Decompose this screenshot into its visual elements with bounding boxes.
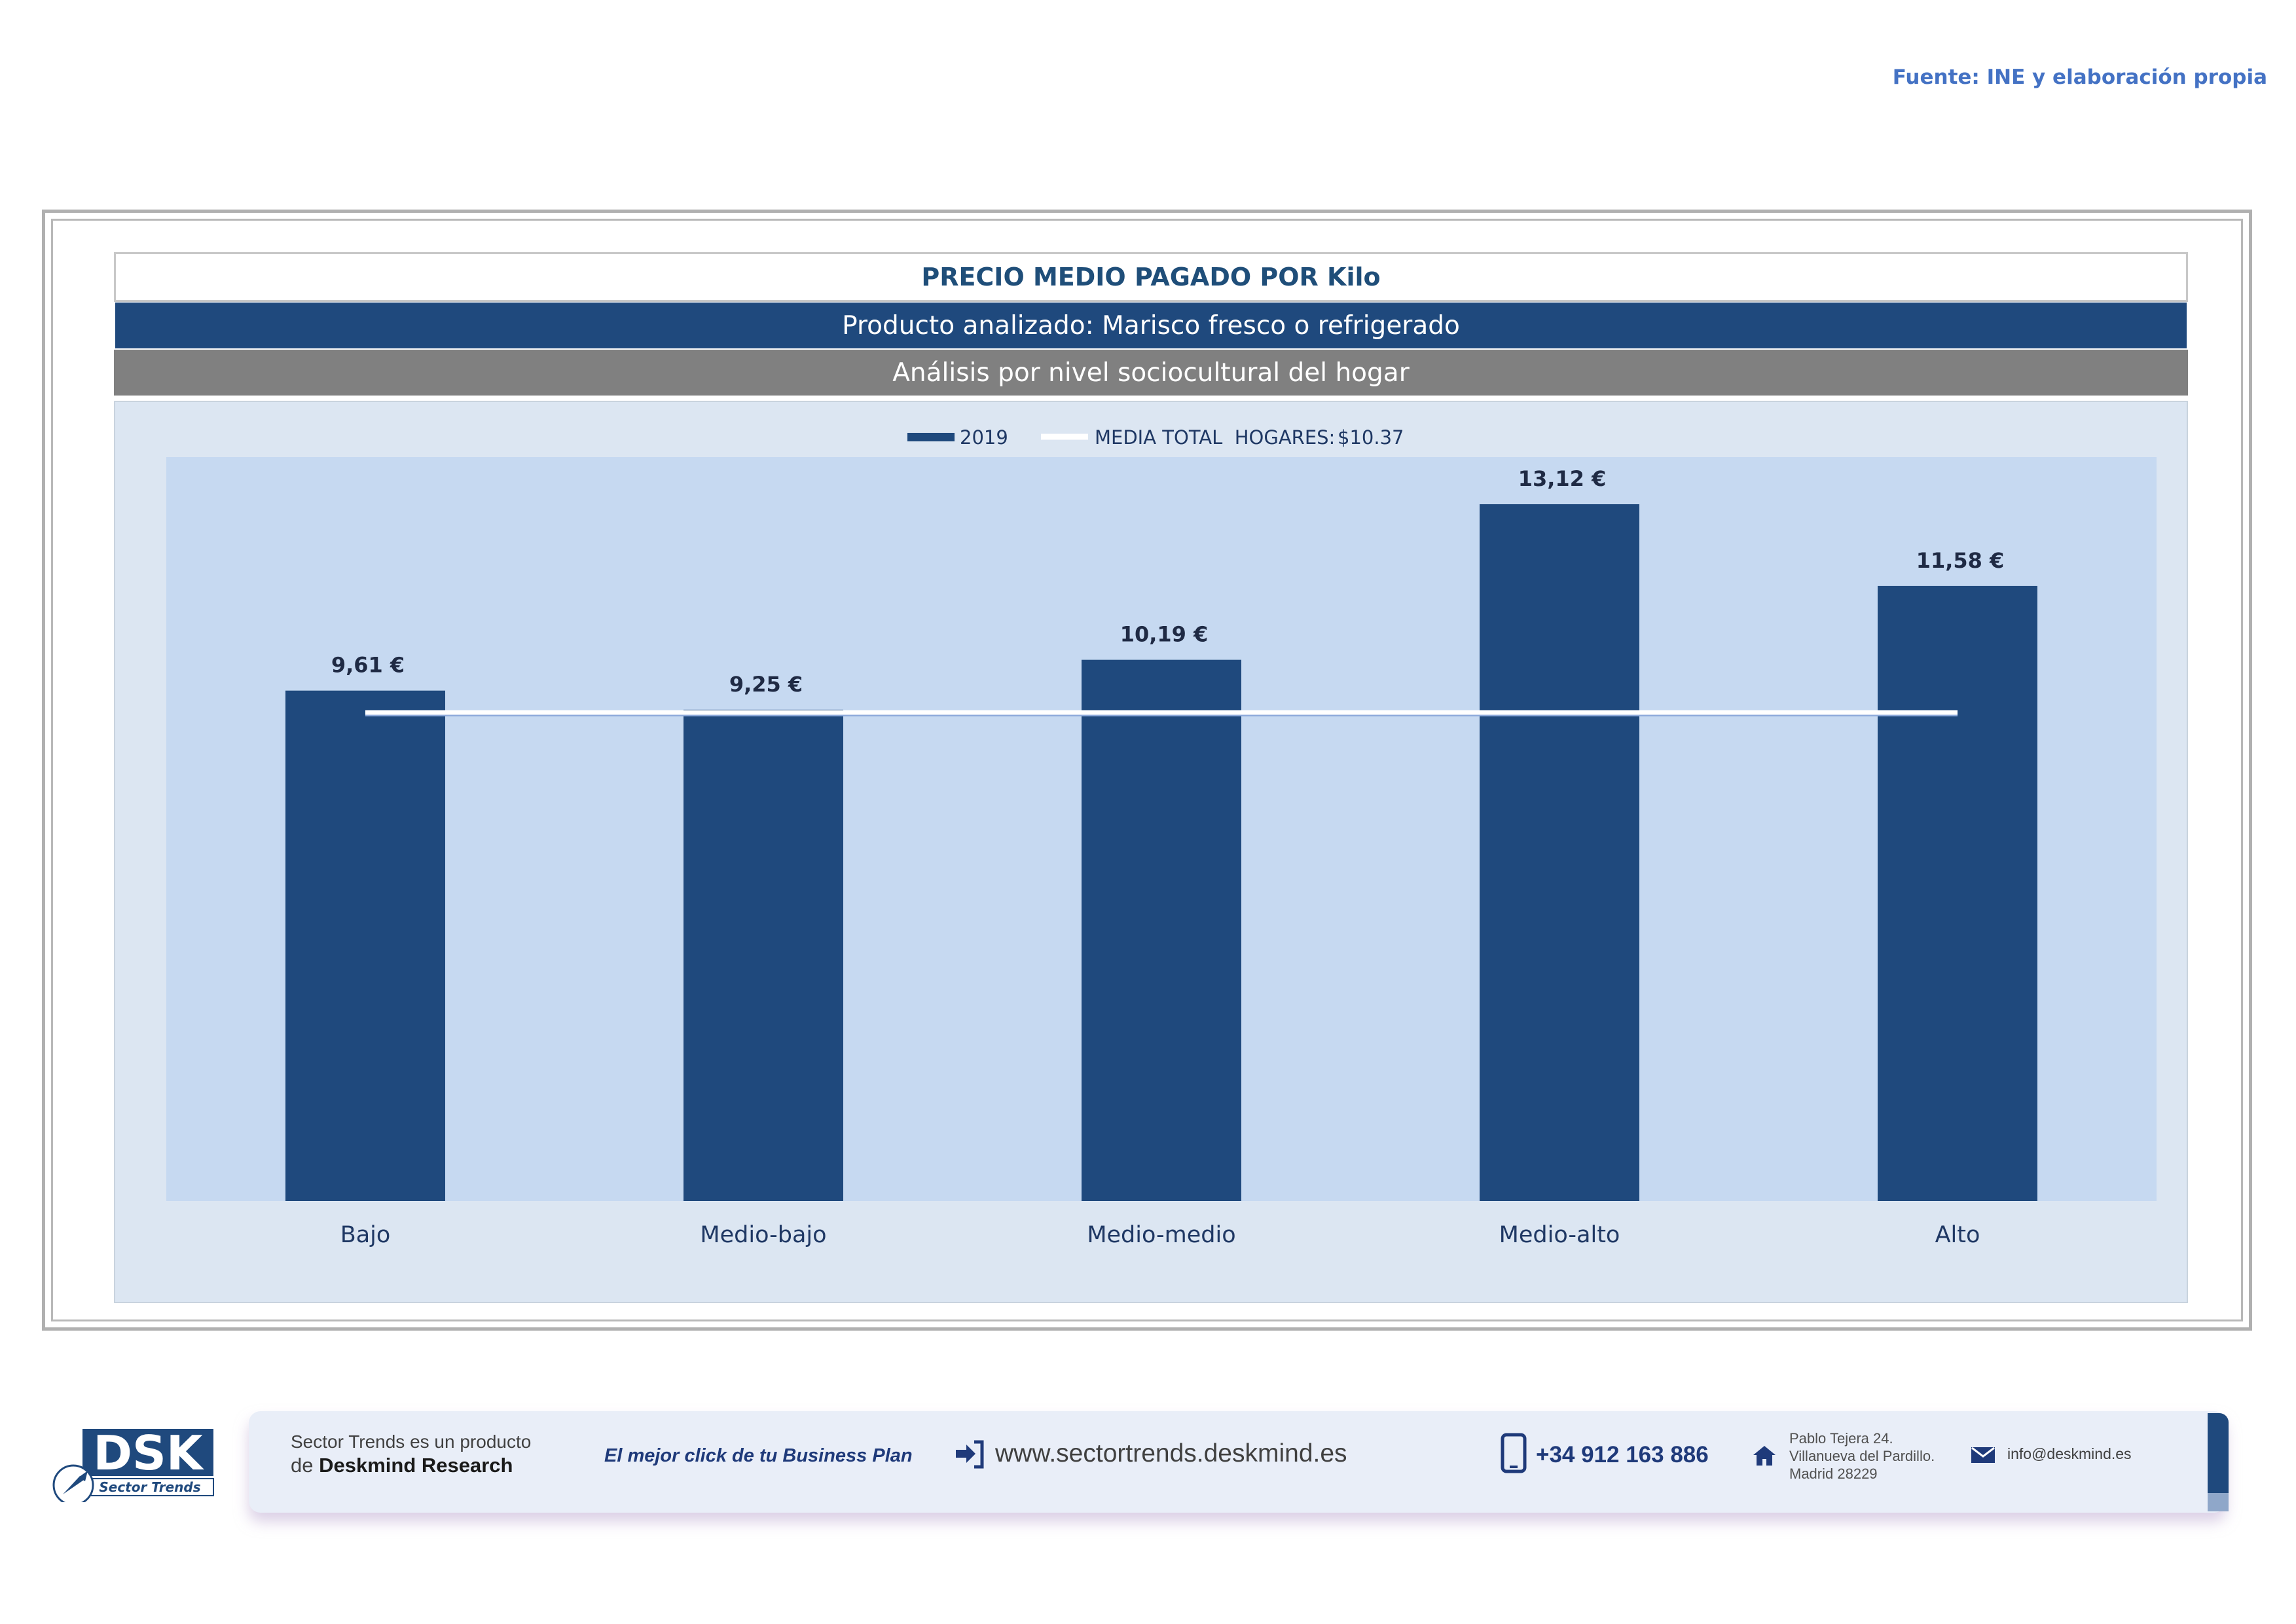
bar-bajo	[285, 690, 445, 1201]
legend-label-2019: 2019	[960, 426, 1008, 449]
product-subtitle: Producto analizado: Marisco fresco o ref…	[115, 303, 2187, 348]
svg-text:DSK: DSK	[93, 1429, 204, 1481]
legend-label-media: MEDIA TOTAL HOGARES:	[1095, 426, 1335, 449]
data-label-medio-alto: 13,12 €	[1518, 466, 1607, 491]
footer-accent-bar-light	[2208, 1493, 2229, 1511]
footer-website-link[interactable]: www.sectortrends.deskmind.es	[995, 1439, 1347, 1467]
footer-address-line3: Madrid 28229	[1789, 1466, 1878, 1482]
arrow-login-icon	[955, 1439, 985, 1469]
data-label-medio-medio: 10,19 €	[1120, 622, 1209, 647]
footer-banner	[249, 1411, 2226, 1513]
bar-medio-medio	[1082, 659, 1241, 1201]
inner-frame	[51, 219, 2243, 1321]
dsk-logo: DSK Sector Trends	[50, 1426, 215, 1506]
home-icon	[1752, 1445, 1777, 1467]
bar-alto	[1878, 585, 2037, 1201]
x-tick-label-medio-bajo: Medio-bajo	[700, 1222, 826, 1248]
mail-icon	[1971, 1447, 1995, 1464]
source-note: Fuente: INE y elaboración propia	[1892, 65, 2267, 89]
footer-address-line1: Pablo Tejera 24.	[1789, 1430, 1893, 1447]
analysis-subtitle: Análisis por nivel sociocultural del hog…	[114, 350, 2188, 396]
footer-brand-line2: de Deskmind Research	[291, 1454, 513, 1477]
footer-email[interactable]: info@deskmind.es	[2007, 1445, 2132, 1462]
outer-frame	[42, 210, 2252, 1331]
data-label-alto: 11,58 €	[1916, 548, 2005, 573]
bar-medio-alto	[1480, 504, 1639, 1201]
footer-brand-line1: Sector Trends es un producto	[291, 1431, 532, 1452]
data-label-medio-bajo: 9,25 €	[729, 672, 803, 697]
chart-title: PRECIO MEDIO PAGADO POR Kilo	[114, 252, 2188, 302]
footer-address-line2: Villanueva del Pardillo.	[1789, 1448, 1935, 1464]
svg-text:Sector Trends: Sector Trends	[99, 1479, 200, 1495]
phone-icon	[1501, 1433, 1527, 1473]
x-tick-label-medio-alto: Medio-alto	[1499, 1222, 1620, 1248]
footer-slogan: El mejor click de tu Business Plan	[604, 1445, 913, 1466]
x-tick-label-medio-medio: Medio-medio	[1087, 1222, 1235, 1248]
x-tick-label-bajo: Bajo	[340, 1222, 391, 1248]
legend-value-media: $10.37	[1338, 426, 1404, 449]
data-label-bajo: 9,61 €	[331, 653, 405, 678]
footer-address: Pablo Tejera 24. Villanueva del Pardillo…	[1789, 1430, 1935, 1483]
footer-brand-prefix: de	[291, 1454, 314, 1477]
legend-swatch-2019	[907, 433, 955, 441]
x-tick-label-alto: Alto	[1935, 1222, 1980, 1248]
footer-phone[interactable]: +34 912 163 886	[1536, 1442, 1709, 1467]
footer-brand-name: Deskmind Research	[319, 1454, 513, 1477]
rocket-icon	[52, 1464, 94, 1506]
bar-medio-bajo	[683, 709, 843, 1201]
